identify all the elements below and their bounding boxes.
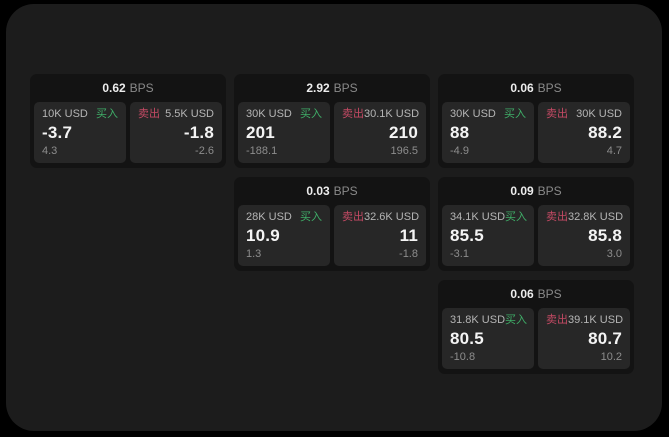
buy-delta: -4.9 [450,145,469,157]
sell-delta: -2.6 [195,145,214,157]
bps-unit-label: BPS [537,287,562,301]
quote-card-body: 28K USD 买入 10.9 1.3 卖出 32.6K USD 11 -1.8 [234,201,430,271]
sell-price: 85.8 [588,226,622,245]
buy-delta: -3.1 [450,248,469,260]
spread-bps-value: 2.92 [306,81,330,95]
quote-card: 0.06 BPS 31.8K USD 买入 80.5 -10.8 卖出 39.1… [438,280,634,374]
sell-side-label: 卖出 [138,108,160,120]
spread-bps-value: 0.06 [510,287,534,301]
buy-side-label: 买入 [505,314,528,326]
sell-size: 5.5K USD [165,108,214,120]
quote-card: 0.09 BPS 34.1K USD 买入 85.5 -3.1 卖出 32.8K… [438,177,634,271]
buy-price: 201 [246,123,275,142]
spread-header: 0.03 BPS [234,177,430,201]
buy-price: -3.7 [42,123,73,142]
sell-price: -1.8 [183,123,214,142]
sell-size: 30K USD [576,108,622,120]
sell-tile[interactable]: 卖出 39.1K USD 80.7 10.2 [538,308,630,369]
quote-card-body: 34.1K USD 买入 85.5 -3.1 卖出 32.8K USD 85.8… [438,201,634,271]
buy-size: 28K USD [246,211,292,223]
buy-size: 34.1K USD [450,211,506,223]
buy-price: 88 [450,123,470,142]
quote-card-body: 31.8K USD 买入 80.5 -10.8 卖出 39.1K USD 80.… [438,304,634,374]
spread-header: 0.62 BPS [30,74,226,98]
quote-card: 0.03 BPS 28K USD 买入 10.9 1.3 卖出 32.6K US… [234,177,430,271]
sell-tile[interactable]: 卖出 32.8K USD 85.8 3.0 [538,205,630,266]
spread-header: 0.09 BPS [438,177,634,201]
sell-side-label: 卖出 [342,211,364,223]
spread-header: 2.92 BPS [234,74,430,98]
buy-delta: 4.3 [42,145,58,157]
bps-unit-label: BPS [333,81,358,95]
buy-tile[interactable]: 31.8K USD 买入 80.5 -10.8 [442,308,534,369]
bps-unit-label: BPS [333,184,358,198]
sell-tile[interactable]: 卖出 5.5K USD -1.8 -2.6 [130,102,222,163]
quote-card: 0.06 BPS 30K USD 买入 88 -4.9 卖出 30K USD [438,74,634,168]
buy-tile[interactable]: 30K USD 买入 88 -4.9 [442,102,534,163]
sell-size: 39.1K USD [568,314,624,326]
buy-side-label: 买入 [96,108,118,120]
buy-price: 80.5 [450,329,484,348]
buy-side-label: 买入 [300,211,322,223]
bps-unit-label: BPS [537,81,562,95]
spread-bps-value: 0.06 [510,81,534,95]
sell-delta: 196.5 [390,145,418,157]
sell-delta: 3.0 [606,248,622,260]
buy-delta: -10.8 [450,351,476,363]
buy-size: 30K USD [246,108,292,120]
sell-delta: -1.8 [399,248,418,260]
sell-side-label: 卖出 [546,211,568,223]
sell-side-label: 卖出 [342,108,364,120]
buy-size: 10K USD [42,108,88,120]
sell-side-label: 卖出 [546,314,568,326]
quote-card-body: 30K USD 买入 88 -4.9 卖出 30K USD 88.2 4.7 [438,98,634,168]
quote-card: 0.62 BPS 10K USD 买入 -3.7 4.3 卖出 5.5K USD [30,74,226,168]
buy-side-label: 买入 [504,108,526,120]
sell-side-label: 卖出 [546,108,568,120]
buy-tile[interactable]: 34.1K USD 买入 85.5 -3.1 [442,205,534,266]
quotes-panel: 0.62 BPS 10K USD 买入 -3.7 4.3 卖出 5.5K USD [6,4,662,431]
buy-tile[interactable]: 28K USD 买入 10.9 1.3 [238,205,330,266]
buy-side-label: 买入 [300,108,322,120]
sell-size: 30.1K USD [364,108,420,120]
buy-price: 85.5 [450,226,484,245]
sell-delta: 10.2 [600,351,622,363]
sell-tile[interactable]: 卖出 32.6K USD 11 -1.8 [334,205,426,266]
buy-size: 30K USD [450,108,496,120]
buy-tile[interactable]: 30K USD 买入 201 -188.1 [238,102,330,163]
spread-bps-value: 0.09 [510,184,534,198]
quote-cards-grid: 0.62 BPS 10K USD 买入 -3.7 4.3 卖出 5.5K USD [30,74,634,374]
spread-bps-value: 0.62 [102,81,126,95]
spread-header: 0.06 BPS [438,280,634,304]
sell-size: 32.8K USD [568,211,624,223]
buy-tile[interactable]: 10K USD 买入 -3.7 4.3 [34,102,126,163]
quote-card-body: 30K USD 买入 201 -188.1 卖出 30.1K USD 210 1… [234,98,430,168]
buy-delta: -188.1 [246,145,278,157]
sell-tile[interactable]: 卖出 30K USD 88.2 4.7 [538,102,630,163]
bps-unit-label: BPS [537,184,562,198]
buy-size: 31.8K USD [450,314,506,326]
sell-delta: 4.7 [606,145,622,157]
sell-price: 210 [389,123,418,142]
buy-delta: 1.3 [246,248,262,260]
buy-side-label: 买入 [505,211,528,223]
spread-header: 0.06 BPS [438,74,634,98]
quote-card: 2.92 BPS 30K USD 买入 201 -188.1 卖出 30.1K … [234,74,430,168]
buy-price: 10.9 [246,226,280,245]
bps-unit-label: BPS [129,81,154,95]
sell-tile[interactable]: 卖出 30.1K USD 210 196.5 [334,102,426,163]
sell-price: 11 [399,226,418,245]
sell-price: 88.2 [588,123,622,142]
spread-bps-value: 0.03 [306,184,330,198]
quote-card-body: 10K USD 买入 -3.7 4.3 卖出 5.5K USD -1.8 -2.… [30,98,226,168]
sell-price: 80.7 [588,329,622,348]
sell-size: 32.6K USD [364,211,420,223]
